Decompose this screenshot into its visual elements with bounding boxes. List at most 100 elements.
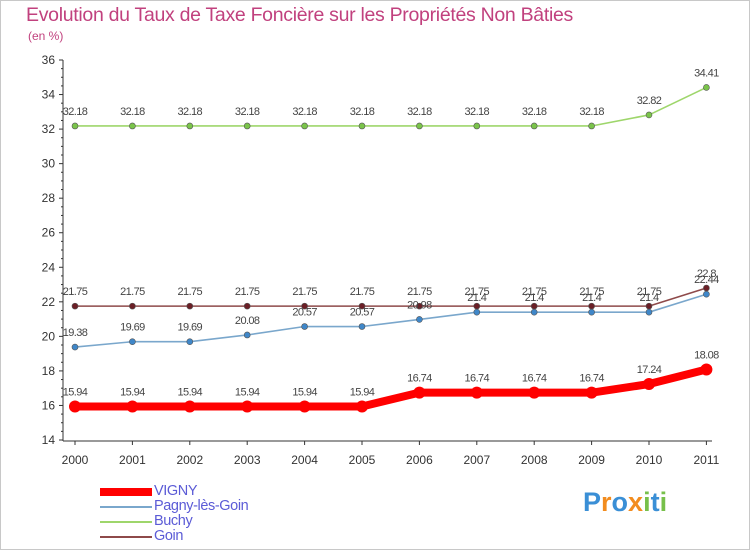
- series-line-buchy: [74, 86, 708, 127]
- legend-label-goin: Goin: [154, 528, 184, 544]
- data-point: [301, 323, 308, 330]
- series-line-pagny-l-s-goin: [74, 293, 708, 348]
- y-tick-label: 24: [42, 260, 56, 274]
- data-label: 21.4: [582, 292, 601, 304]
- data-label: 16.74: [407, 373, 432, 385]
- data-label: 20.57: [292, 307, 317, 319]
- x-tick-label: 2004: [291, 453, 318, 467]
- logo-letter: t: [650, 487, 660, 517]
- data-label: 15.94: [292, 386, 317, 398]
- data-point: [186, 338, 194, 346]
- data-point: [588, 308, 595, 316]
- data-label: 32.82: [637, 95, 662, 107]
- data-label: 32.18: [579, 106, 604, 118]
- logo-letter: x: [628, 487, 644, 517]
- logo-letter: o: [611, 487, 629, 517]
- data-point: [243, 122, 251, 130]
- y-tick-label: 20: [42, 329, 56, 343]
- data-label: 21.75: [637, 286, 662, 298]
- legend-label-vigny: VIGNY: [154, 483, 198, 499]
- data-point: [585, 386, 598, 399]
- data-point: [358, 323, 366, 330]
- data-label: 32.18: [120, 106, 145, 118]
- data-point: [530, 122, 538, 130]
- data-point: [703, 290, 710, 298]
- data-point: [703, 84, 710, 91]
- x-tick-label: 2006: [406, 453, 433, 467]
- legend-label-pagny-les-goin: Pagny-lès-Goin: [154, 498, 249, 514]
- y-tick-label: 14: [42, 433, 56, 447]
- data-point: [356, 400, 368, 413]
- data-point: [301, 302, 308, 310]
- data-label: 15.94: [178, 386, 203, 398]
- data-label: 20.98: [407, 299, 432, 311]
- data-point: [413, 386, 426, 399]
- data-point: [298, 400, 311, 413]
- data-point: [528, 386, 541, 399]
- data-label: 32.18: [292, 106, 317, 118]
- legend-label-buchy: Buchy: [154, 513, 193, 529]
- logo-letter: i: [659, 487, 668, 517]
- data-label: 19.38: [63, 327, 88, 339]
- data-point: [69, 400, 81, 413]
- data-label: 21.75: [579, 286, 604, 298]
- data-point: [643, 378, 655, 391]
- data-label: 21.75: [235, 286, 260, 298]
- data-label: 15.94: [120, 386, 145, 398]
- x-tick-label: 2001: [119, 453, 146, 467]
- data-point: [358, 122, 366, 130]
- data-label: 16.74: [522, 373, 547, 385]
- data-label: 17.24: [637, 364, 662, 376]
- y-tick-label: 22: [42, 295, 56, 309]
- data-label: 21.75: [522, 286, 547, 298]
- data-point: [473, 308, 481, 316]
- data-label: 22.44: [694, 274, 719, 286]
- data-label: 21.75: [292, 286, 317, 298]
- y-tick-label: 18: [42, 364, 56, 378]
- data-point: [183, 400, 196, 413]
- data-label: 19.69: [120, 322, 145, 334]
- data-label: 21.75: [407, 286, 432, 298]
- y-tick-label: 32: [42, 122, 56, 136]
- data-point: [645, 308, 653, 316]
- data-point: [186, 122, 194, 130]
- data-label: 19.69: [178, 322, 203, 334]
- series-line-vigny: [71, 365, 711, 411]
- data-point: [243, 302, 251, 310]
- x-tick-label: 2008: [521, 453, 548, 467]
- data-point: [129, 338, 136, 346]
- y-tick-label: 30: [42, 157, 56, 171]
- chart-title: Evolution du Taux de Taxe Foncière sur l…: [26, 4, 573, 26]
- data-label: 21.4: [525, 292, 544, 304]
- x-tick-label: 2010: [636, 453, 663, 467]
- data-label: 21.75: [178, 286, 203, 298]
- data-label: 32.18: [63, 106, 88, 118]
- data-point: [416, 302, 423, 310]
- data-label: 21.75: [350, 286, 375, 298]
- x-tick-label: 2002: [176, 453, 203, 467]
- x-tick-label: 2007: [463, 453, 490, 467]
- logo-letter: r: [601, 487, 612, 517]
- x-tick-label: 2003: [234, 453, 261, 467]
- data-label: 18.08: [694, 350, 719, 362]
- data-label: 21.4: [467, 292, 486, 304]
- legend-swatch-buchy: [100, 521, 152, 523]
- data-label: 16.74: [465, 373, 490, 385]
- unit-label: (en %): [28, 29, 64, 43]
- data-label: 15.94: [63, 386, 88, 398]
- data-label: 21.4: [639, 292, 658, 304]
- data-label: 22.8: [697, 268, 716, 280]
- data-label: 21.75: [465, 286, 490, 298]
- data-point: [129, 122, 136, 130]
- data-point: [473, 122, 481, 130]
- data-label: 32.18: [178, 106, 203, 118]
- data-point: [241, 400, 254, 413]
- data-label: 15.94: [350, 386, 375, 398]
- data-label: 32.18: [465, 106, 490, 118]
- data-label: 16.74: [579, 373, 604, 385]
- data-point: [416, 316, 423, 323]
- x-tick-label: 2005: [349, 453, 376, 467]
- x-tick-label: 2011: [693, 453, 719, 467]
- series-line-goin: [74, 287, 708, 307]
- data-label: 21.75: [63, 286, 88, 298]
